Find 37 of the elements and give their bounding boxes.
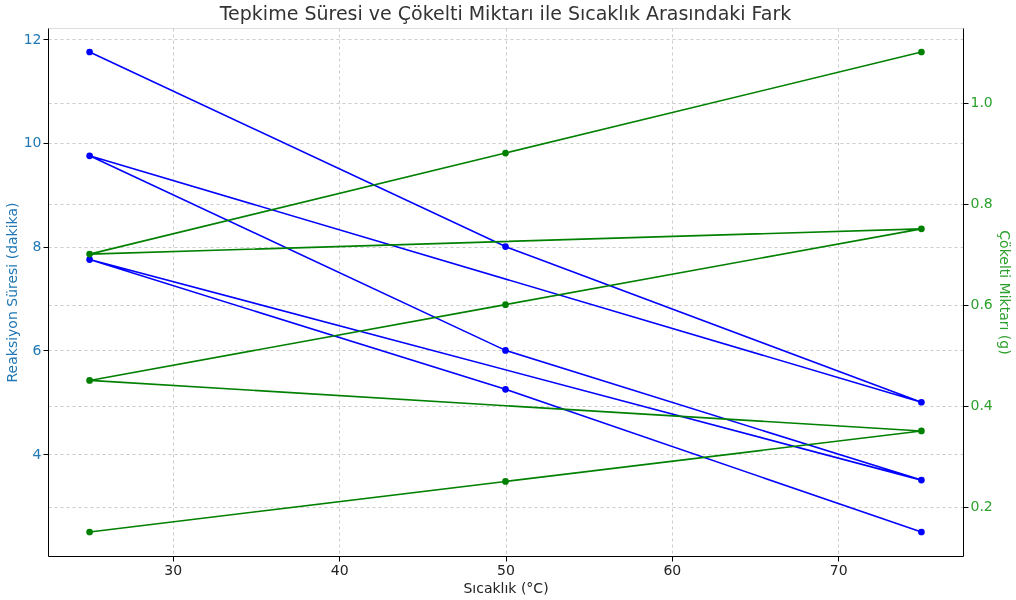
point xyxy=(918,528,925,536)
point xyxy=(502,478,509,485)
point xyxy=(502,347,509,354)
y2-tick-label: 0.2 xyxy=(970,498,993,515)
point xyxy=(86,256,93,263)
point xyxy=(86,377,93,384)
y2-tick-label: 1.0 xyxy=(970,94,993,111)
point xyxy=(502,301,509,308)
x-tick-label: 30 xyxy=(164,561,183,578)
point xyxy=(918,225,925,233)
point xyxy=(502,149,509,157)
point xyxy=(918,398,925,406)
point xyxy=(918,427,925,435)
point xyxy=(86,250,93,258)
point xyxy=(918,48,925,56)
y2-axis-title: Çökelti Miktarı (g) xyxy=(996,230,1013,355)
x-tick-label: 40 xyxy=(330,561,349,578)
y-tick-label: 8 xyxy=(32,238,42,255)
point xyxy=(502,243,509,250)
point xyxy=(918,476,925,484)
y-tick-label: 12 xyxy=(23,30,42,47)
x-tick-label: 50 xyxy=(497,561,515,578)
y2-tick-label: 0.6 xyxy=(970,296,993,313)
point xyxy=(86,528,93,536)
y-tick-label: 6 xyxy=(32,341,42,358)
point xyxy=(86,48,93,56)
y-tick-label: 4 xyxy=(32,445,42,462)
y2-tick-label: 0.8 xyxy=(970,195,993,212)
x-tick-label: 70 xyxy=(829,561,848,578)
point xyxy=(86,152,93,160)
chart-title: Tepkime Süresi ve Çökelti Miktarı ile Sıcaklık Arasındaki Fark xyxy=(218,2,792,24)
y-tick-label: 10 xyxy=(23,134,42,151)
y2-tick-label: 0.4 xyxy=(970,397,993,414)
x-axis-title: Sıcaklık (°C) xyxy=(463,579,549,596)
y-axis-title: Reaksiyon Süresi (dakika) xyxy=(3,202,20,383)
x-tick-label: 60 xyxy=(663,561,682,578)
point xyxy=(502,385,509,393)
